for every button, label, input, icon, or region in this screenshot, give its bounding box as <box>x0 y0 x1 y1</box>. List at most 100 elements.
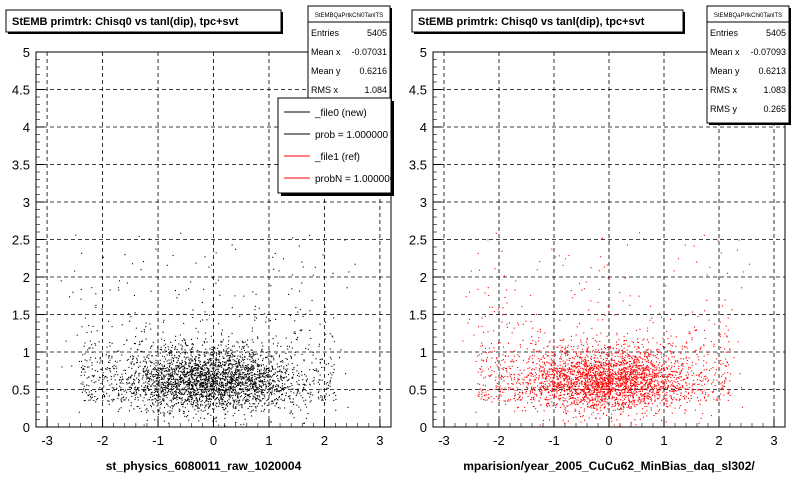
data-point <box>169 391 171 393</box>
data-point <box>211 373 213 375</box>
data-point <box>468 318 470 320</box>
data-point <box>197 407 199 409</box>
data-point <box>237 384 239 386</box>
data-point <box>228 359 230 361</box>
data-point <box>189 378 191 380</box>
data-point <box>707 395 709 397</box>
data-point <box>635 363 637 365</box>
data-point <box>281 393 283 395</box>
data-point <box>206 319 208 321</box>
data-point <box>208 403 210 405</box>
data-point <box>139 343 141 345</box>
data-point <box>254 305 256 307</box>
data-point <box>235 368 237 370</box>
data-point <box>275 397 277 399</box>
data-point <box>650 349 652 351</box>
data-point <box>154 381 156 383</box>
data-point <box>585 384 587 386</box>
data-point <box>587 380 589 382</box>
data-point <box>287 363 289 365</box>
data-point <box>197 367 199 369</box>
data-point <box>231 391 233 393</box>
data-point <box>218 389 220 391</box>
data-point <box>222 375 224 377</box>
data-point <box>294 351 296 353</box>
data-point <box>182 380 184 382</box>
data-point <box>201 386 203 388</box>
data-point <box>221 390 223 392</box>
data-point <box>179 397 181 399</box>
data-point <box>118 394 120 396</box>
data-point <box>648 371 650 373</box>
data-point <box>599 374 601 376</box>
data-point <box>681 385 683 387</box>
data-point <box>545 353 547 355</box>
data-point <box>111 383 113 385</box>
data-point <box>633 391 635 393</box>
data-point <box>232 366 234 368</box>
data-point <box>305 313 307 315</box>
data-point <box>90 397 92 399</box>
data-point <box>557 346 559 348</box>
data-point <box>558 385 560 387</box>
data-point <box>109 371 111 373</box>
y-tick-label: 2.5 <box>409 233 427 248</box>
data-point <box>197 365 199 367</box>
data-point <box>320 395 322 397</box>
data-point <box>215 404 217 406</box>
data-point <box>243 396 245 398</box>
data-point <box>242 381 244 383</box>
data-point <box>185 386 187 388</box>
data-point <box>278 366 280 368</box>
data-point <box>251 356 253 358</box>
data-point <box>258 381 260 383</box>
data-point <box>242 341 244 343</box>
data-point <box>235 401 237 403</box>
data-point <box>330 377 332 379</box>
data-point <box>670 370 672 372</box>
data-point <box>621 369 623 371</box>
data-point <box>212 365 214 367</box>
data-point <box>280 374 282 376</box>
data-point <box>252 386 254 388</box>
data-point <box>590 370 592 372</box>
data-point <box>254 374 256 376</box>
data-point <box>122 378 124 380</box>
data-point <box>566 371 568 373</box>
data-point <box>203 351 205 353</box>
data-point <box>239 374 241 376</box>
data-point <box>710 341 712 343</box>
data-point <box>232 390 234 392</box>
data-point <box>325 333 327 335</box>
data-point <box>708 394 710 396</box>
data-point <box>204 363 206 365</box>
data-point <box>256 363 258 365</box>
data-point <box>564 258 566 260</box>
data-point <box>159 367 161 369</box>
data-point <box>263 392 265 394</box>
data-point <box>167 392 169 394</box>
data-point <box>150 328 152 330</box>
data-point <box>249 403 251 405</box>
data-point <box>274 381 276 383</box>
stats-name: StEMBQaPrtkChi0TanlTS <box>315 13 383 19</box>
data-point <box>532 398 534 400</box>
data-point <box>326 389 328 391</box>
data-point <box>621 368 623 370</box>
data-point <box>218 350 220 352</box>
data-point <box>243 423 245 425</box>
data-point <box>214 347 216 349</box>
data-point <box>252 361 254 363</box>
data-point <box>252 383 254 385</box>
data-point <box>188 387 190 389</box>
data-point <box>201 372 203 374</box>
data-point <box>225 390 227 392</box>
data-point <box>235 371 237 373</box>
data-point <box>173 391 175 393</box>
data-point <box>257 374 259 376</box>
data-point <box>190 392 192 394</box>
data-point <box>134 375 136 377</box>
data-point <box>576 361 578 363</box>
data-point <box>225 350 227 352</box>
data-point <box>225 372 227 374</box>
